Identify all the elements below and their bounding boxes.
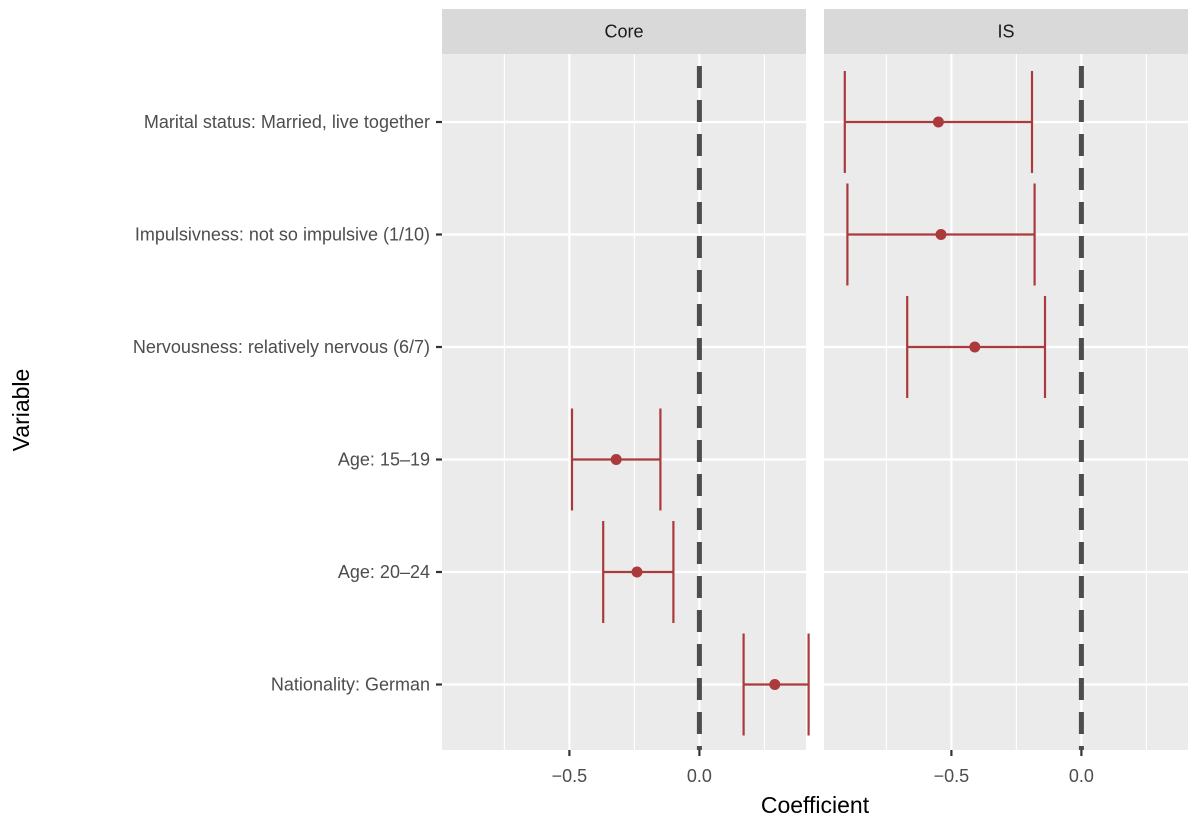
- y-axis: Marital status: Married, live together Im…: [133, 112, 442, 695]
- estimate-point: [769, 679, 781, 690]
- panel-background: [442, 54, 806, 750]
- y-tick-label: Impulsivness: not so impulsive (1/10): [135, 225, 430, 245]
- y-tick-label: Marital status: Married, live together: [144, 112, 430, 132]
- y-axis-title: Variable: [8, 369, 34, 452]
- panel-background: [824, 54, 1188, 750]
- panel-is: IS −0.5 0.0: [824, 9, 1188, 786]
- y-tick-label: Age: 15–19: [338, 450, 430, 470]
- x-tick-label: −0.5: [552, 766, 588, 786]
- panel-core: Core −0.5 0.0: [442, 9, 810, 786]
- estimate-point: [935, 229, 947, 240]
- x-axis-title: Coefficient: [761, 792, 870, 816]
- facet-strip-label: Core: [604, 22, 643, 42]
- error-bar: [602, 521, 675, 623]
- error-bar: [846, 183, 1036, 286]
- panels: Core −0.5 0.0 IS −0.5 0.0: [442, 9, 1188, 786]
- facet-strip: [442, 9, 806, 54]
- y-tick-label: Nationality: German: [271, 675, 430, 695]
- facet-strip: [824, 9, 1188, 54]
- error-bar: [843, 71, 1034, 173]
- estimate-point: [969, 341, 981, 353]
- estimate-point: [631, 566, 643, 578]
- error-bar: [906, 296, 1047, 398]
- error-bar: [570, 408, 662, 511]
- x-tick-label: 0.0: [687, 766, 712, 786]
- x-tick-label: −0.5: [934, 766, 970, 786]
- x-tick-label: 0.0: [1069, 766, 1094, 786]
- facet-strip-label: IS: [997, 22, 1014, 42]
- estimate-point: [610, 454, 622, 465]
- y-tick-label: Age: 20–24: [338, 562, 430, 582]
- error-bar: [742, 633, 810, 736]
- y-tick-label: Nervousness: relatively nervous (6/7): [133, 337, 430, 357]
- estimate-point: [932, 116, 944, 128]
